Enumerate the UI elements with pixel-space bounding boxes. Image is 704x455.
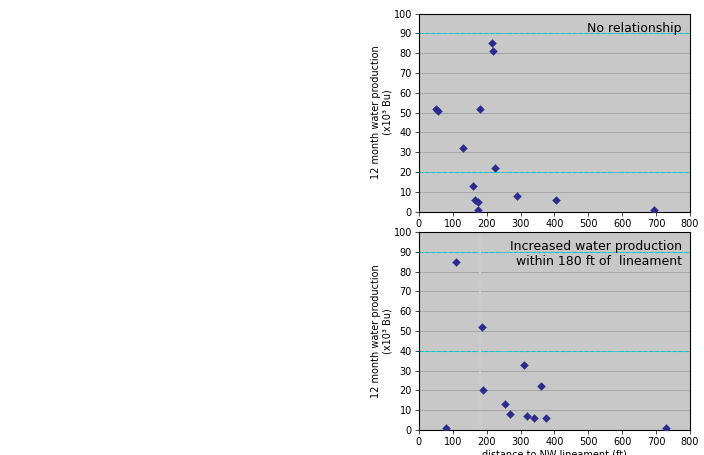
Point	[469, 196, 480, 203]
Point	[432, 107, 443, 114]
Point	[505, 410, 516, 418]
Point	[451, 258, 462, 265]
Y-axis label: 12 month water production
(x10³ Bu): 12 month water production (x10³ Bu)	[370, 264, 392, 398]
Point	[472, 198, 484, 205]
Point	[535, 383, 546, 390]
Point	[430, 105, 441, 112]
Point	[488, 48, 499, 55]
Point	[540, 415, 551, 422]
Point	[529, 415, 540, 422]
Point	[467, 182, 479, 189]
Point	[500, 400, 511, 408]
Point	[486, 40, 497, 47]
Point	[522, 413, 533, 420]
Point	[477, 387, 489, 394]
Point	[489, 164, 501, 172]
Point	[458, 145, 469, 152]
X-axis label: distance to NW lineament (ft): distance to NW lineament (ft)	[482, 450, 627, 455]
Point	[472, 206, 484, 213]
Point	[518, 361, 529, 368]
Point	[551, 196, 562, 203]
Point	[660, 425, 672, 432]
X-axis label: distance to NE lineament (ft): distance to NE lineament (ft)	[484, 231, 625, 241]
Point	[476, 324, 487, 331]
Point	[441, 425, 452, 432]
Point	[474, 105, 486, 112]
Point	[512, 192, 523, 199]
Text: No relationship: No relationship	[587, 21, 681, 35]
Y-axis label: 12 month water production
(x10³ Bu): 12 month water production (x10³ Bu)	[370, 46, 392, 179]
Text: Increased water production
within 180 ft of  lineament: Increased water production within 180 ft…	[510, 240, 681, 268]
Point	[648, 206, 660, 213]
